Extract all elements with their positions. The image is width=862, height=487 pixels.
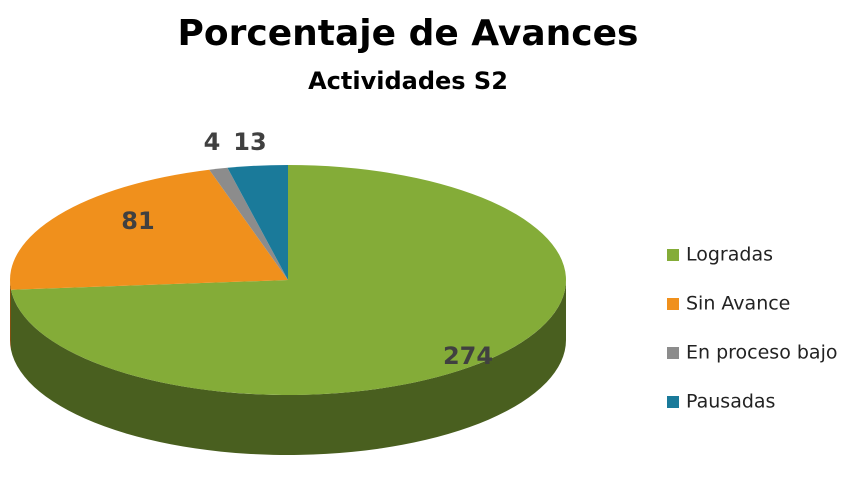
chart-title: Porcentaje de Avances bbox=[178, 13, 639, 54]
legend-label: Logradas bbox=[686, 244, 773, 266]
chart-subtitle: Actividades S2 bbox=[308, 67, 508, 95]
legend-label: En proceso bajo bbox=[686, 342, 837, 364]
slice bbox=[10, 169, 289, 290]
data-label: 13 bbox=[233, 128, 266, 156]
legend-swatch bbox=[667, 249, 679, 261]
data-label: 4 bbox=[204, 128, 221, 156]
legend-label: Sin Avance bbox=[686, 293, 790, 315]
legend-swatch bbox=[667, 347, 679, 359]
legend-swatch bbox=[667, 298, 679, 310]
data-label: 274 bbox=[443, 342, 493, 370]
data-label: 81 bbox=[121, 207, 154, 235]
slice bbox=[227, 165, 288, 280]
legend-swatch bbox=[667, 396, 679, 408]
legend-label: Pausadas bbox=[686, 391, 775, 413]
slice bbox=[10, 165, 566, 395]
slice bbox=[209, 167, 288, 280]
slice-side bbox=[10, 280, 566, 455]
slice-side bbox=[10, 280, 11, 350]
